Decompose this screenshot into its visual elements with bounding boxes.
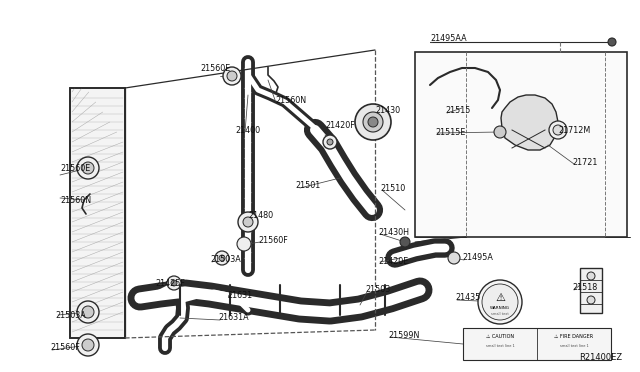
Text: 21515: 21515 [445,106,470,115]
Circle shape [355,104,391,140]
Circle shape [243,217,253,227]
Text: 21631: 21631 [227,291,252,299]
Bar [463,328,611,360]
Bar [580,268,602,313]
Circle shape [608,38,616,46]
Bar [70,88,125,338]
Text: 21435: 21435 [455,294,480,302]
Text: 21560F: 21560F [50,343,80,353]
Circle shape [494,126,506,138]
Circle shape [227,71,237,81]
Text: ⚠ FIRE DANGER: ⚠ FIRE DANGER [554,334,593,339]
Text: 21503: 21503 [365,285,390,295]
Circle shape [587,272,595,280]
Text: 21510: 21510 [380,183,405,192]
Circle shape [77,157,99,179]
Text: 21503A: 21503A [210,256,241,264]
Text: WARNING: WARNING [490,306,510,310]
Text: 21420F: 21420F [325,121,355,129]
Circle shape [323,135,337,149]
Text: R21400EZ: R21400EZ [579,353,622,362]
Circle shape [549,121,567,139]
Circle shape [587,296,595,304]
Text: 21430: 21430 [375,106,400,115]
Circle shape [82,162,94,174]
Text: 21721: 21721 [572,157,597,167]
Circle shape [448,252,460,264]
Circle shape [363,112,383,132]
Bar [415,52,627,237]
Text: small text line 1: small text line 1 [559,344,588,348]
Circle shape [223,67,241,85]
Text: 21560N: 21560N [275,96,306,105]
Text: 21501: 21501 [295,180,320,189]
Text: 21420E: 21420E [378,257,408,266]
Text: 21495A: 21495A [462,253,493,263]
Circle shape [237,237,251,251]
Bar [70,88,125,338]
Circle shape [327,139,333,145]
Circle shape [215,251,229,265]
Circle shape [400,237,410,247]
Text: 21503A: 21503A [55,311,86,320]
Text: 21599N: 21599N [388,330,419,340]
Circle shape [77,301,99,323]
Circle shape [82,339,94,351]
Text: ⚠: ⚠ [495,293,505,303]
Polygon shape [501,95,558,150]
Circle shape [482,284,518,320]
Text: small text: small text [491,312,509,316]
Circle shape [82,306,94,318]
Text: 21495AA: 21495AA [430,33,467,42]
Text: 21515E: 21515E [435,128,465,137]
Text: ⚠ CAUTION: ⚠ CAUTION [486,334,514,339]
Circle shape [368,117,378,127]
Circle shape [478,280,522,324]
Circle shape [553,125,563,135]
Text: 21400: 21400 [235,125,260,135]
Text: 21712M: 21712M [558,125,590,135]
Circle shape [77,334,99,356]
Text: 21560N: 21560N [60,196,91,205]
Text: 21480: 21480 [248,211,273,219]
Circle shape [219,255,225,261]
Text: 21430H: 21430H [378,228,409,237]
Text: 21560E: 21560E [200,64,230,73]
Text: 21425F: 21425F [155,279,185,288]
Text: 21560F: 21560F [258,235,288,244]
Text: 21560E: 21560E [60,164,90,173]
Circle shape [171,280,177,286]
Text: small text line 1: small text line 1 [486,344,515,348]
Text: 21518: 21518 [572,283,597,292]
Circle shape [167,276,181,290]
Text: 21631A: 21631A [218,314,248,323]
Circle shape [238,212,258,232]
